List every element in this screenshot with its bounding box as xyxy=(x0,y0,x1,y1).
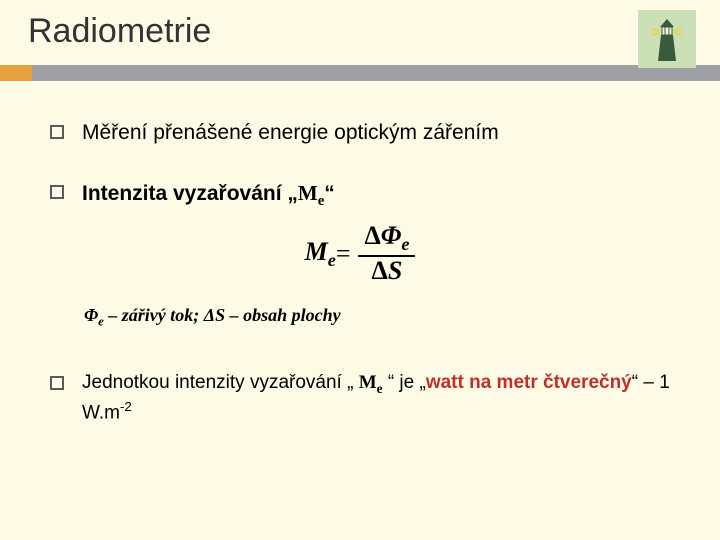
bullet-item-3: Jednotkou intenzity vyzařování „ Me “ je… xyxy=(50,370,670,426)
b3-symbol: Me xyxy=(359,372,383,393)
formula: Me = ΔΦe ΔS xyxy=(50,222,670,285)
lighthouse-icon xyxy=(638,10,696,68)
formula-eq: = xyxy=(336,239,351,269)
underline-accent xyxy=(0,65,32,81)
content-area: Měření přenášené energie optickým záření… xyxy=(0,81,720,425)
b3-prefix: Jednotkou intenzity vyzařování „ xyxy=(82,372,359,393)
bullet-item-1: Měření přenášené energie optickým záření… xyxy=(50,119,670,147)
legend-ds-desc: – obsah plochy xyxy=(225,305,341,325)
formula-lhs: Me xyxy=(305,237,336,271)
b2-symbol: Me xyxy=(298,181,324,205)
b3-highlight: watt na metr čtverečný xyxy=(426,372,632,393)
formula-legend: Φe – zářivý tok; ΔS – obsah plochy xyxy=(84,305,670,330)
formula-denominator: ΔS xyxy=(366,257,409,286)
bullet-text-1: Měření přenášené energie optickým záření… xyxy=(82,119,499,147)
legend-ds: ΔS xyxy=(204,305,225,325)
bullet-marker xyxy=(50,185,64,199)
bullet-item-2: Intenzita vyzařování „Me“ xyxy=(50,179,670,212)
b3-mid: “ je „ xyxy=(383,372,426,393)
formula-fraction: ΔΦe ΔS xyxy=(358,222,415,285)
underline-main xyxy=(32,65,720,81)
bullet-marker xyxy=(50,376,64,390)
title-underline xyxy=(0,65,720,81)
legend-phi-desc: – zářivý tok; xyxy=(104,305,204,325)
b2-prefix: Intenzita vyzařování „ xyxy=(82,182,298,205)
b2-suffix: “ xyxy=(324,182,335,205)
bullet-text-3: Jednotkou intenzity vyzařování „ Me “ je… xyxy=(82,370,670,426)
bullet-marker xyxy=(50,125,64,139)
page-title: Radiometrie xyxy=(28,12,720,51)
bullet-text-2: Intenzita vyzařování „Me“ xyxy=(82,179,335,212)
formula-numerator: ΔΦe xyxy=(358,222,415,254)
b3-exp: -2 xyxy=(120,399,132,414)
legend-phi: Φe xyxy=(84,305,104,325)
